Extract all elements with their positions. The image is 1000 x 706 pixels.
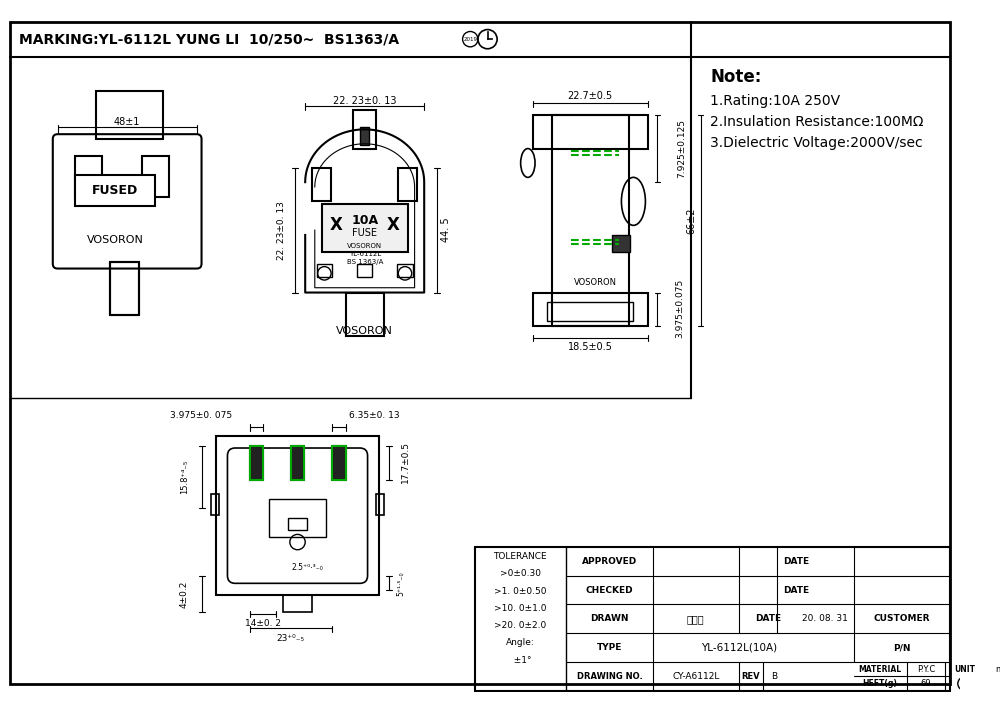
FancyBboxPatch shape	[75, 176, 155, 206]
Text: P.Y.C: P.Y.C	[917, 665, 935, 674]
Text: VOSORON: VOSORON	[347, 244, 382, 249]
Bar	[291, 446, 304, 479]
Bar	[269, 499, 326, 537]
Text: Note:: Note:	[710, 68, 762, 85]
Bar	[533, 115, 648, 148]
Text: VOSORON: VOSORON	[336, 326, 393, 336]
Text: X: X	[329, 216, 342, 234]
Text: CUSTOMER: CUSTOMER	[874, 614, 930, 623]
Text: 18.5±0.5: 18.5±0.5	[568, 342, 613, 352]
Bar	[312, 168, 331, 201]
Text: 6.35±0. 13: 6.35±0. 13	[349, 411, 400, 420]
Text: DRAWING NO.: DRAWING NO.	[577, 672, 642, 681]
Text: 2.5⁺⁰⋅³₋₀: 2.5⁺⁰⋅³₋₀	[291, 563, 323, 573]
Text: YL-6112L: YL-6112L	[349, 251, 381, 257]
Bar	[322, 204, 408, 252]
Text: FUSE: FUSE	[352, 228, 377, 238]
Text: YL-6112L(10A): YL-6112L(10A)	[701, 642, 777, 652]
Bar	[216, 436, 379, 595]
Bar	[250, 446, 263, 479]
Text: 2.Insulation Resistance:100MΩ: 2.Insulation Resistance:100MΩ	[710, 114, 924, 128]
Text: BS 1363/A: BS 1363/A	[347, 259, 383, 265]
Text: mm: mm	[995, 665, 1000, 674]
Text: >1. 0±0.50: >1. 0±0.50	[494, 587, 546, 596]
Bar	[547, 302, 633, 321]
Text: 10A: 10A	[351, 214, 378, 227]
Text: REV: REV	[741, 672, 760, 681]
Text: 44. 5: 44. 5	[441, 218, 451, 242]
Text: 17.7±0.5: 17.7±0.5	[401, 441, 410, 484]
Bar	[283, 595, 312, 612]
Text: HEFT(g): HEFT(g)	[863, 679, 898, 688]
Text: P/N: P/N	[893, 643, 911, 652]
Text: >20. 0±2.0: >20. 0±2.0	[494, 621, 546, 630]
Text: 22. 23±0. 13: 22. 23±0. 13	[333, 95, 396, 106]
Bar	[317, 264, 332, 277]
Text: 22. 23±0. 13: 22. 23±0. 13	[277, 201, 286, 260]
Text: X: X	[387, 216, 400, 234]
Text: CHECKED: CHECKED	[586, 585, 633, 594]
Text: DATE: DATE	[784, 585, 810, 594]
Bar	[346, 292, 384, 336]
Bar	[110, 262, 139, 315]
Bar	[376, 494, 384, 515]
Bar	[75, 156, 102, 196]
Text: 20. 08. 31: 20. 08. 31	[802, 614, 848, 623]
Bar	[612, 235, 630, 252]
Text: ±1°: ±1°	[508, 656, 532, 664]
Text: 69: 69	[921, 679, 931, 688]
Text: 3.975±0. 075: 3.975±0. 075	[170, 411, 233, 420]
Text: 15.8⁺⁴₋₅: 15.8⁺⁴₋₅	[180, 460, 189, 494]
Text: TOLERANCE: TOLERANCE	[493, 552, 547, 561]
Bar	[357, 264, 372, 277]
Text: FUSED: FUSED	[92, 184, 138, 197]
Text: >0±0.30: >0±0.30	[500, 569, 541, 578]
Text: 1.Rating:10A 250V: 1.Rating:10A 250V	[710, 94, 840, 107]
Text: Angle:: Angle:	[506, 638, 535, 647]
Text: 22.7±0.5: 22.7±0.5	[568, 91, 613, 101]
Bar	[288, 518, 307, 530]
Text: 23⁺⁰₋₅: 23⁺⁰₋₅	[277, 633, 305, 642]
Text: B: B	[771, 672, 778, 681]
Bar	[142, 156, 169, 196]
Text: 3.Dielectric Voltage:2000V/sec: 3.Dielectric Voltage:2000V/sec	[710, 136, 923, 150]
Text: UNIT: UNIT	[954, 665, 975, 674]
Text: TYPE: TYPE	[597, 643, 622, 652]
Bar	[332, 446, 346, 479]
Text: 2019: 2019	[463, 37, 477, 42]
Bar	[360, 128, 369, 145]
Text: 4±0.2: 4±0.2	[180, 580, 189, 608]
Bar	[211, 494, 219, 515]
Text: 5⁺¹·⁵₋₀: 5⁺¹·⁵₋₀	[397, 571, 406, 596]
Text: MARKING:YL-6112L YUNG LI  10/250~  BS1363/A: MARKING:YL-6112L YUNG LI 10/250~ BS1363/…	[19, 32, 399, 46]
Text: MATERIAL: MATERIAL	[859, 665, 902, 674]
Text: DATE: DATE	[784, 557, 810, 566]
Bar	[397, 264, 413, 277]
Bar	[96, 91, 163, 139]
Bar	[475, 547, 950, 691]
Text: DRAWN: DRAWN	[590, 614, 629, 623]
Text: 3.975±0.075: 3.975±0.075	[675, 280, 684, 338]
Text: 7.925±0.125: 7.925±0.125	[677, 119, 686, 178]
Text: 陈守祈: 陈守祈	[687, 614, 705, 624]
Bar	[552, 115, 629, 326]
Text: APPROVED: APPROVED	[582, 557, 637, 566]
Text: CY-A6112L: CY-A6112L	[672, 672, 719, 681]
Bar	[398, 168, 417, 201]
Text: 48±1: 48±1	[113, 116, 140, 126]
Text: VOSORON: VOSORON	[87, 235, 144, 245]
Text: VOSORON: VOSORON	[574, 278, 617, 287]
Text: >10. 0±1.0: >10. 0±1.0	[494, 604, 546, 613]
Text: 66±2: 66±2	[686, 208, 696, 234]
Bar	[533, 292, 648, 326]
Text: DATE: DATE	[755, 614, 781, 623]
Bar	[353, 110, 376, 148]
Text: 14±0. 2: 14±0. 2	[245, 619, 281, 628]
